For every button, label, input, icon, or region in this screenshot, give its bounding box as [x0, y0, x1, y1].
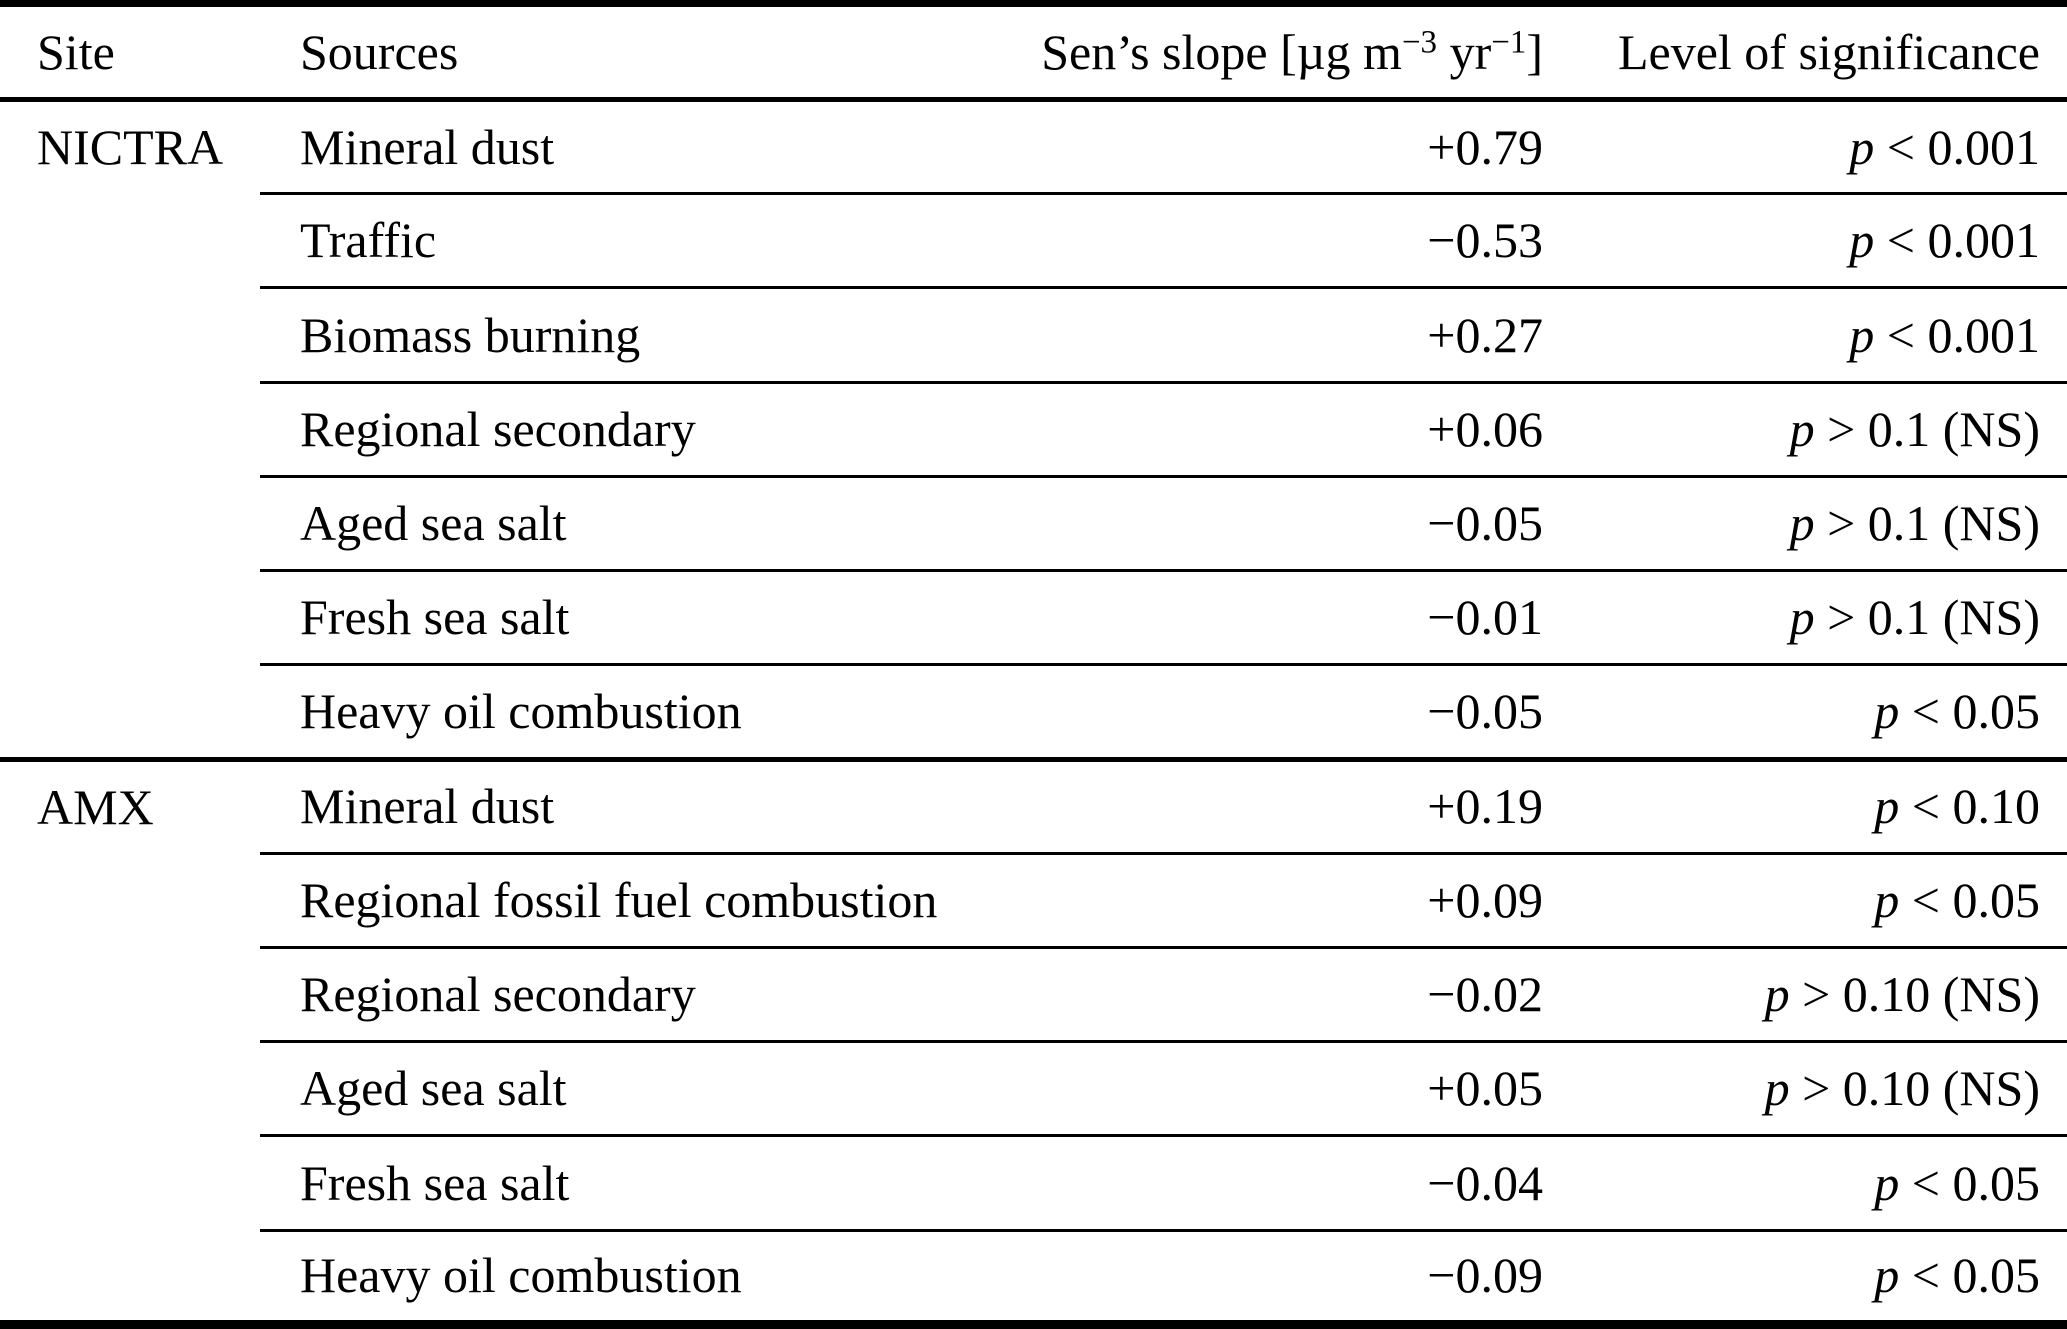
source-cell: Mineral dust — [260, 759, 960, 855]
significance-cell: p < 0.001 — [1545, 99, 2067, 196]
slope-cell: −0.53 — [960, 193, 1545, 290]
slope-cell: −0.01 — [960, 570, 1545, 667]
table-body: NICTRA Mineral dust +0.79 p < 0.001 Traf… — [0, 99, 2067, 1325]
slope-unit-mid: yr — [1437, 23, 1492, 80]
site-cell — [0, 1136, 260, 1230]
source-cell: Biomass burning — [260, 287, 960, 384]
significance-cell: p < 0.10 — [1545, 759, 2067, 855]
site-cell — [0, 571, 260, 665]
site-cell — [0, 288, 260, 382]
table-row: Regional fossil fuel combustion +0.09 p … — [0, 853, 2067, 949]
slope-cell: +0.05 — [960, 1041, 1545, 1138]
table-row: Fresh sea salt −0.01 p > 0.1 (NS) — [0, 570, 2067, 667]
slope-cell: +0.06 — [960, 382, 1545, 478]
slope-cell: +0.79 — [960, 99, 1545, 196]
site-cell — [0, 664, 260, 762]
slope-unit-suffix: ] — [1526, 23, 1543, 80]
slope-cell: +0.27 — [960, 287, 1545, 384]
site-cell: NICTRA — [37, 119, 224, 176]
source-cell: Aged sea salt — [260, 476, 960, 573]
significance-cell: p < 0.001 — [1545, 193, 2067, 290]
site-cell — [0, 476, 260, 570]
site-cell — [0, 947, 260, 1041]
significance-cell: p > 0.10 (NS) — [1545, 1041, 2067, 1138]
source-cell: Regional fossil fuel combustion — [260, 853, 960, 949]
table-row: Aged sea salt −0.05 p > 0.1 (NS) — [0, 476, 2067, 573]
table-row: Biomass burning +0.27 p < 0.001 — [0, 287, 2067, 384]
col-header-significance: Level of significance — [1545, 3, 2067, 102]
table-row: Traffic −0.53 p < 0.001 — [0, 193, 2067, 290]
table-row: AMX Mineral dust +0.19 p < 0.10 — [0, 759, 2067, 855]
source-cell: Aged sea salt — [260, 1041, 960, 1138]
source-cell: Heavy oil combustion — [260, 664, 960, 762]
table-row: NICTRA Mineral dust +0.79 p < 0.001 — [0, 99, 2067, 196]
col-header-sens-slope: Sen’s slope [µg m−3 yr−1] — [960, 3, 1545, 102]
table-row: Regional secondary −0.02 p > 0.10 (NS) — [0, 947, 2067, 1044]
slope-cell: −0.04 — [960, 1135, 1545, 1232]
source-cell: Mineral dust — [260, 99, 960, 196]
slope-unit-prefix: Sen’s slope [µg m — [1041, 23, 1402, 80]
significance-cell: p < 0.05 — [1545, 664, 2067, 762]
significance-cell: p < 0.05 — [1545, 1135, 2067, 1232]
significance-cell: p > 0.1 (NS) — [1545, 382, 2067, 478]
slope-cell: +0.19 — [960, 759, 1545, 855]
slope-exponent-minus3: −3 — [1401, 24, 1438, 60]
col-header-site: Site — [0, 3, 260, 102]
source-cell: Heavy oil combustion — [300, 1247, 742, 1304]
significance-cell: p > 0.1 (NS) — [1545, 570, 2067, 667]
table-row: Fresh sea salt −0.04 p < 0.05 — [0, 1135, 2067, 1232]
col-header-sources: Sources — [260, 3, 960, 102]
significance-cell: p < 0.001 — [1545, 287, 2067, 384]
slope-cell: +0.09 — [960, 853, 1545, 949]
source-cell: Fresh sea salt — [260, 1135, 960, 1232]
slope-cell: −0.05 — [960, 476, 1545, 573]
site-cell — [0, 853, 260, 947]
site-cell — [0, 1042, 260, 1136]
site-cell — [0, 382, 260, 476]
table-row: Regional secondary +0.06 p > 0.1 (NS) — [0, 382, 2067, 478]
table-row: Heavy oil combustion −0.09 p < 0.05 — [0, 1230, 2067, 1324]
source-cell: Regional secondary — [260, 947, 960, 1044]
slope-cell: −0.05 — [960, 664, 1545, 762]
source-cell: Regional secondary — [260, 382, 960, 478]
significance-cell: p < 0.05 — [1874, 1247, 2040, 1304]
table-row: Aged sea salt +0.05 p > 0.10 (NS) — [0, 1041, 2067, 1138]
slope-cell: −0.02 — [960, 947, 1545, 1044]
table-row: Heavy oil combustion −0.05 p < 0.05 — [0, 664, 2067, 762]
slope-exponent-minus1: −1 — [1491, 24, 1527, 60]
header-row: Site Sources Sen’s slope [µg m−3 yr−1] L… — [0, 3, 2067, 102]
site-cell — [0, 194, 260, 288]
site-cell — [0, 1230, 260, 1324]
source-cell: Traffic — [260, 193, 960, 290]
significance-cell: p < 0.05 — [1545, 853, 2067, 949]
significance-cell: p > 0.10 (NS) — [1545, 947, 2067, 1044]
source-cell: Fresh sea salt — [260, 570, 960, 667]
site-cell: AMX — [37, 778, 154, 835]
slope-cell: −0.09 — [1427, 1247, 1543, 1304]
significance-cell: p > 0.1 (NS) — [1545, 476, 2067, 573]
